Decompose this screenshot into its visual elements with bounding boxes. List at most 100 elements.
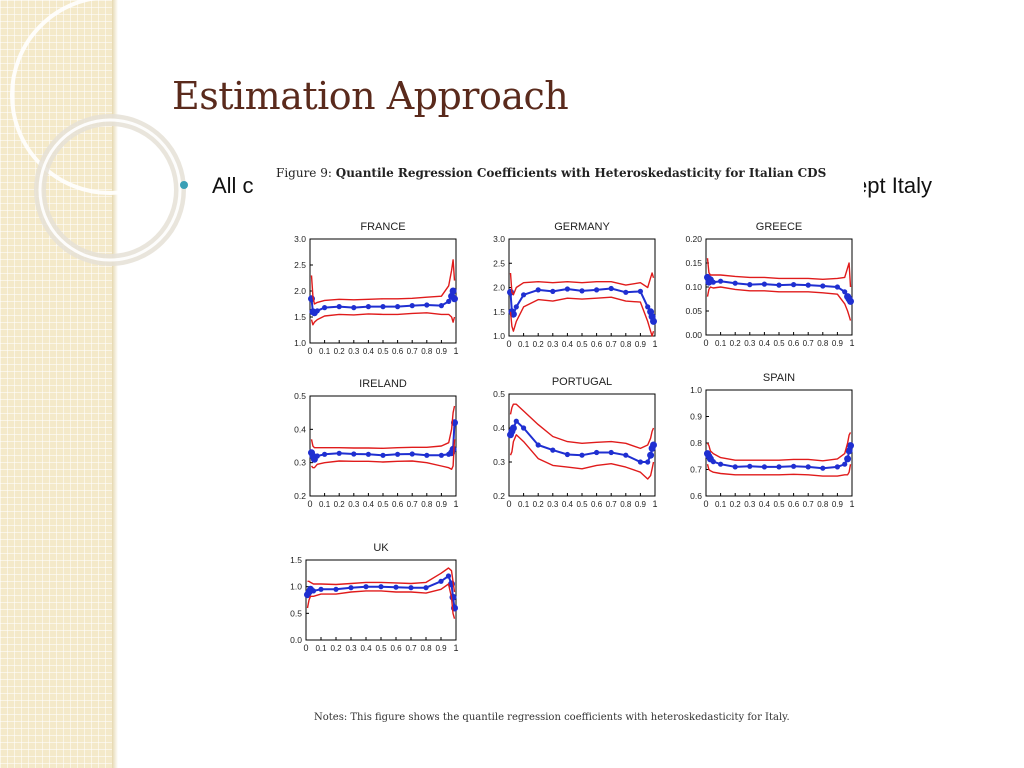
x-tick-label: 0.2 [730,500,742,509]
coefficient-point [732,464,738,470]
coefficient-point [513,304,519,310]
y-tick-label: 1.5 [290,555,302,565]
coefficient-point [834,464,841,470]
x-tick-label: 0 [307,499,312,509]
x-tick-label: 0.1 [715,500,727,509]
x-tick-label: 0.8 [817,339,829,348]
coefficient-point [732,280,738,286]
coefficient-point [594,287,600,293]
coefficient-point [348,585,354,591]
y-tick-label: 2.0 [294,286,306,296]
coefficient-point [623,452,629,458]
x-tick-label: 0.5 [773,339,785,348]
coefficient-point [314,308,320,314]
figure-notes: Notes: This figure shows the quantile re… [314,712,790,723]
bullet-marker [180,181,188,189]
x-tick-label: 0 [307,346,312,356]
x-tick-label: 0.4 [363,500,375,509]
y-tick-label: 0.2 [294,491,306,501]
x-tick-label: 0.9 [635,340,647,349]
x-tick-label: 0.2 [533,340,545,349]
coefficient-point [845,447,853,455]
x-tick-label: 0.1 [319,500,331,509]
coefficient-point [438,578,444,584]
coefficient-point [761,281,767,287]
coefficient-point [623,289,629,295]
coefficient-point [718,278,724,284]
coefficient-point [449,445,457,453]
x-tick-label: 0.6 [591,340,603,349]
y-tick-label: 2.5 [493,258,505,268]
y-tick-label: 0.10 [685,282,702,292]
x-tick-label: 0.4 [759,339,771,348]
x-tick-label: 0.9 [435,644,447,653]
coefficient-point [378,584,384,590]
coefficient-point [446,298,452,304]
x-tick-label: 0.8 [620,500,632,509]
coefficient-point [365,304,371,310]
x-tick-label: 0.9 [832,339,844,348]
coefficient-point [535,442,541,448]
y-tick-label: 3.0 [294,234,306,244]
coefficient-point [409,451,415,457]
coefficient-point [847,297,854,305]
coefficient-point [322,305,328,311]
x-tick-label: 0.1 [518,340,530,349]
sidebar-edge [112,0,118,768]
coefficient-point [805,464,811,470]
x-tick-label: 0 [303,643,308,653]
coefficient-point [395,451,401,457]
x-tick-label: 0.7 [405,644,417,653]
x-tick-label: 0.6 [392,500,404,509]
y-tick-label: 1.0 [493,331,505,341]
coefficient-point [579,288,585,294]
slide-title: Estimation Approach [172,74,569,118]
figure-caption-prefix: Figure 9: [276,166,332,180]
y-tick-label: 0.3 [493,457,505,467]
x-tick-label: 1 [453,346,458,356]
x-tick-label: 0.5 [377,347,389,356]
coefficient-point [842,289,848,295]
x-tick-label: 0.2 [730,339,742,348]
x-tick-label: 0.6 [390,644,402,653]
x-tick-label: 0.3 [547,340,559,349]
coefficient-point [424,302,430,308]
x-tick-label: 0.9 [436,347,448,356]
series-line-lower [310,312,456,326]
bullet-text-left: All c [212,173,254,198]
x-tick-label: 0.8 [421,347,433,356]
x-tick-label: 1 [849,338,854,348]
coefficient-point [314,453,320,459]
y-tick-label: 1.5 [294,312,306,322]
series-line-upper [509,272,655,296]
x-tick-label: 0.4 [759,500,771,509]
coefficient-point [761,464,767,470]
x-tick-label: 0.1 [715,339,727,348]
coefficient-point [351,305,357,311]
x-tick-label: 0.7 [803,339,815,348]
x-tick-label: 0.3 [348,500,360,509]
bullet-text-right: ept Italy [855,173,933,198]
y-tick-label: 1.0 [290,582,302,592]
coefficient-point [842,461,848,467]
coefficient-point [718,461,724,467]
x-tick-label: 0.7 [407,347,419,356]
y-tick-label: 0.4 [493,423,505,433]
coefficient-point [521,292,527,298]
bullet-text: All c ept Italy [212,173,932,199]
x-tick-label: 0.6 [392,347,404,356]
coefficient-point [408,585,414,591]
x-tick-label: 0.7 [606,500,618,509]
series-line-lower [310,439,456,470]
x-tick-label: 0 [703,338,708,348]
coefficient-point [423,585,429,591]
x-tick-label: 0.5 [576,340,588,349]
x-tick-label: 0.9 [832,500,844,509]
x-tick-label: 0.9 [436,500,448,509]
y-tick-label: 0.2 [493,491,505,501]
plot-frame [508,238,656,337]
